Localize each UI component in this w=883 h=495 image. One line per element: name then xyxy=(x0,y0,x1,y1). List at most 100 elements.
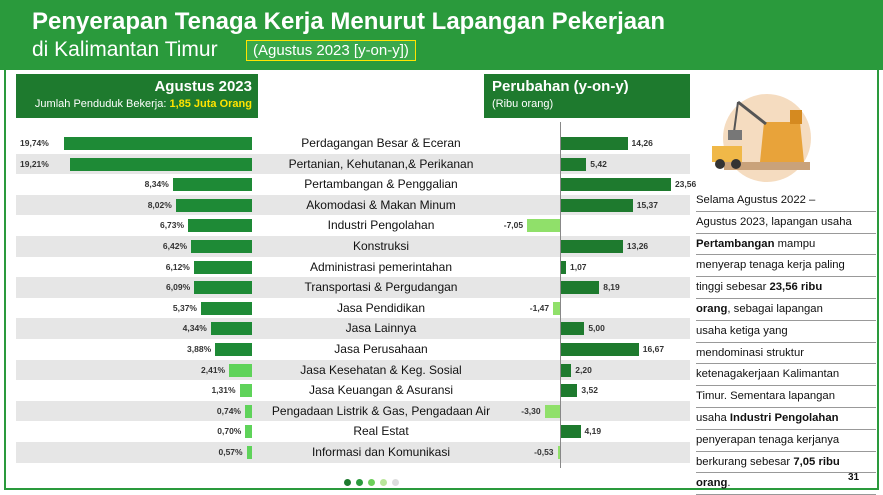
change-bar xyxy=(527,219,560,233)
share-bar xyxy=(245,425,252,439)
share-bar xyxy=(239,384,252,398)
share-label: 6,09% xyxy=(166,282,191,293)
change-label: 5,42 xyxy=(590,158,607,169)
share-bar xyxy=(175,198,252,212)
summary-line: ketenagakerjaan Kalimantan xyxy=(696,364,876,387)
change-label: 23,56 xyxy=(674,179,697,190)
change-bar xyxy=(544,404,560,418)
share-bar xyxy=(188,219,252,233)
change-bar xyxy=(561,240,623,253)
chart-row: 0,74% Pengadaan Listrik & Gas, Pengadaan … xyxy=(16,400,690,422)
excavator-arm xyxy=(737,100,767,126)
change-label: -0,53 xyxy=(534,447,554,457)
excavator-bucket xyxy=(728,130,742,140)
category-label: Jasa Keuangan & Asuransi xyxy=(308,383,454,398)
ground-shape xyxy=(724,162,810,170)
chart-row: 8,34% Pertambangan & Penggalian 23,56 xyxy=(16,174,696,195)
pagination-dot xyxy=(344,479,351,486)
share-label: 6,12% xyxy=(165,261,190,272)
share-label: 0,57% xyxy=(218,447,243,457)
slide-pagination-dots xyxy=(344,473,404,491)
chart-row: 8,02% Akomodasi & Makan Minum 15,37 xyxy=(16,194,690,216)
change-bar xyxy=(561,157,587,171)
category-label: Pengadaan Listrik & Gas, Pengadaan Air xyxy=(271,403,491,418)
share-label: 4,34% xyxy=(182,323,207,334)
right-panel-subtitle: (Ribu orang) xyxy=(492,98,554,110)
dump-truck xyxy=(712,146,742,162)
summary-line: menyerap tenaga kerja paling xyxy=(696,255,876,278)
summary-line: berkurang sebesar 7,05 ribu xyxy=(696,452,876,474)
summary-line: Timur. Sementara lapangan xyxy=(696,386,876,408)
chart-row: 19,21% Pertanian, Kehutanan,& Perikanan 5,… xyxy=(16,153,690,175)
change-bar xyxy=(561,178,671,192)
mining-illustration xyxy=(712,94,811,182)
truck-wheel-back xyxy=(731,159,741,169)
period-badge: (Agustus 2023 [y-on-y]) xyxy=(246,40,416,61)
category-label: Industri Pengolahan xyxy=(327,218,435,233)
share-label: 6,42% xyxy=(162,241,188,251)
truck-wheel-front xyxy=(715,159,725,169)
share-label: 1,31% xyxy=(211,385,236,396)
change-bar xyxy=(561,198,633,212)
share-bar xyxy=(210,322,252,336)
summary-line: Selama Agustus 2022 – xyxy=(696,190,876,212)
category-label: Jasa Lainnya xyxy=(345,321,417,336)
header-banner: Penyerapan Tenaga Kerja Menurut Lapangan… xyxy=(0,0,883,70)
share-bar xyxy=(200,301,252,315)
share-label: 19,74% xyxy=(20,138,49,148)
share-label: 8,02% xyxy=(147,199,172,210)
change-bar xyxy=(561,384,578,398)
change-bar xyxy=(561,137,628,150)
chart-row: 0,57% Informasi dan Komunikasi -0,53 xyxy=(16,442,690,463)
share-bar xyxy=(193,260,252,274)
pagination-dot xyxy=(368,479,375,486)
category-label: Konstruksi xyxy=(352,239,410,253)
summary-line: penyerapan tenaga kerjanya xyxy=(696,430,876,452)
share-label: 0,70% xyxy=(217,426,242,437)
share-bar xyxy=(191,240,252,253)
share-bar xyxy=(244,404,252,418)
category-label: Informasi dan Komunikasi xyxy=(311,445,451,459)
chart-row: 3,88% Jasa Perusahaan 16,67 xyxy=(16,339,690,360)
pagination-dot xyxy=(392,479,399,486)
change-label: -7,05 xyxy=(503,220,524,231)
right-panel-title: Perubahan (y-on-y) xyxy=(492,78,629,95)
change-bar xyxy=(553,301,560,315)
change-bar xyxy=(561,281,600,295)
summary-line: usaha ketiga yang xyxy=(696,321,876,343)
share-label: 5,37% xyxy=(172,302,197,313)
category-label: Jasa Perusahaan xyxy=(334,342,428,356)
page-number: 31 xyxy=(848,472,860,483)
share-label: 0,74% xyxy=(216,405,241,416)
summary-line: Pertambangan mampu xyxy=(696,234,876,256)
total-workers-value: 1,85 Juta Orang xyxy=(169,98,252,110)
change-bar xyxy=(557,446,560,459)
share-label: 6,73% xyxy=(159,220,185,231)
change-bar xyxy=(561,363,572,377)
chart-row: 2,41% Jasa Kesehatan & Keg. Sosial 2,20 xyxy=(16,359,690,381)
pagination-dot xyxy=(380,479,387,486)
chart-row: 4,34% Jasa Lainnya 5,00 xyxy=(16,318,690,339)
change-label: 16,67 xyxy=(642,344,665,354)
chart-row: 6,12% Administrasi pemerintahan 1,07 xyxy=(16,257,690,278)
excavator-body xyxy=(760,122,804,162)
change-label: -3,30 xyxy=(521,405,541,416)
left-panel-subtitle: Jumlah Penduduk Bekerja: 1,85 Juta Orang xyxy=(34,98,252,110)
share-bar xyxy=(64,137,252,150)
chart-row: 1,31% Jasa Keuangan & Asuransi 3,52 xyxy=(16,380,690,401)
zero-axis-line xyxy=(560,122,561,468)
share-bar xyxy=(246,446,252,459)
summary-line: mendominasi struktur xyxy=(696,343,876,365)
chart-row: 6,09% Transportasi & Pergudangan 8,19 xyxy=(16,277,690,298)
share-bar xyxy=(229,363,252,377)
change-label: 14,26 xyxy=(631,138,653,148)
share-label: 2,41% xyxy=(201,364,226,375)
chart-row: 19,74% Perdagangan Besar & Eceran 14,26 xyxy=(16,133,690,154)
summary-line: tinggi sebesar 23,56 ribu xyxy=(696,277,876,299)
change-label: 4,19 xyxy=(584,426,602,437)
change-label: 13,26 xyxy=(626,241,649,251)
share-label: 19,21% xyxy=(20,158,49,169)
share-bar xyxy=(69,157,252,171)
change-label: 5,00 xyxy=(588,323,605,334)
summary-line: Agustus 2023, lapangan usaha xyxy=(696,212,876,234)
